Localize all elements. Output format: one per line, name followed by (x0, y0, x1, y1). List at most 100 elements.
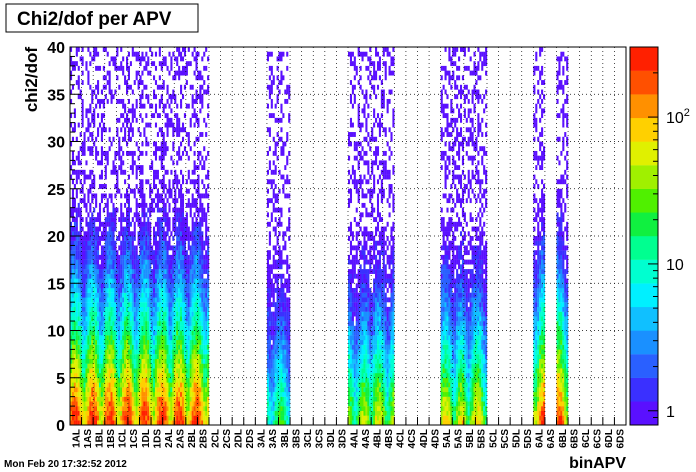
heatmap-cell (280, 321, 283, 326)
heatmap-cell (181, 174, 185, 180)
heatmap-cell (124, 420, 127, 426)
heatmap-cell (172, 297, 175, 303)
heatmap-cell (135, 103, 138, 109)
heatmap-cell (158, 269, 161, 274)
heatmap-cell (162, 146, 165, 152)
heatmap-cell (106, 406, 109, 411)
heatmap-cell (154, 368, 158, 374)
heatmap-cell (153, 391, 156, 397)
heatmap-cell (268, 89, 271, 95)
heatmap-cell (286, 65, 289, 71)
heatmap-cell (355, 325, 358, 331)
heatmap-cell (180, 264, 183, 270)
heatmap-cell (185, 306, 188, 312)
heatmap-cell (268, 146, 271, 152)
heatmap-cell (122, 368, 125, 374)
heatmap-cell (125, 117, 129, 123)
heatmap-cell (286, 406, 289, 411)
heatmap-cell (355, 302, 358, 308)
heatmap-cell (278, 420, 281, 426)
heatmap-cell (278, 287, 281, 293)
heatmap-cell (181, 368, 185, 374)
heatmap-cell (77, 207, 80, 213)
heatmap-cell (164, 141, 167, 147)
heatmap-cell (124, 136, 127, 142)
heatmap-cell (91, 193, 94, 199)
heatmap-cell (122, 311, 125, 317)
heatmap-cell (70, 221, 73, 227)
heatmap-cell (207, 311, 210, 317)
heatmap-cell (189, 401, 192, 407)
heatmap-cell (104, 358, 107, 364)
heatmap-cell (106, 377, 109, 383)
heatmap-cell (83, 306, 86, 312)
heatmap-cell (110, 349, 113, 355)
heatmap-cell (129, 150, 132, 156)
heatmap-cell (145, 335, 148, 341)
heatmap-cell (268, 396, 271, 402)
heatmap-cell (135, 368, 138, 374)
heatmap-cell (143, 221, 146, 227)
heatmap-cell (122, 387, 125, 393)
heatmap-cell (100, 236, 103, 241)
heatmap-cell (164, 184, 167, 189)
heatmap-cell (205, 250, 208, 256)
heatmap-cell (351, 264, 354, 270)
heatmap-cell (185, 264, 188, 270)
heatmap-cell (154, 316, 158, 322)
heatmap-cell (112, 396, 115, 402)
heatmap-cell (187, 236, 190, 241)
heatmap-cell (174, 415, 177, 421)
heatmap-cell (151, 358, 154, 364)
heatmap-cell (77, 387, 80, 393)
heatmap-cell (129, 387, 132, 393)
heatmap-cell (191, 231, 194, 237)
heatmap-cell (149, 396, 152, 402)
heatmap-cell (207, 56, 210, 62)
heatmap-cell (81, 363, 84, 369)
heatmap-cell (162, 377, 165, 383)
heatmap-cell (164, 311, 167, 317)
heatmap-cell (172, 344, 175, 350)
heatmap-cell (274, 368, 277, 374)
heatmap-cell (139, 391, 142, 397)
heatmap-cell (124, 330, 127, 336)
heatmap-cell (268, 335, 271, 341)
heatmap-cell (124, 335, 127, 341)
heatmap-cell (276, 354, 279, 360)
heatmap-cell (357, 316, 360, 322)
heatmap-cell (189, 292, 192, 298)
heatmap-cell (91, 212, 94, 218)
heatmap-cell (97, 98, 100, 104)
heatmap-cell (95, 387, 98, 393)
heatmap-cell (276, 259, 279, 265)
heatmap-cell (282, 184, 285, 189)
heatmap-cell (272, 406, 275, 411)
heatmap-cell (133, 321, 136, 326)
heatmap-cell (114, 330, 117, 336)
heatmap-cell (181, 65, 185, 71)
heatmap-cell (124, 387, 127, 393)
heatmap-cell (183, 396, 186, 402)
heatmap-cell (201, 283, 204, 289)
heatmap-cell (131, 217, 134, 222)
heatmap-cell (153, 344, 156, 350)
heatmap-cell (112, 420, 115, 426)
heatmap-cell (178, 226, 181, 232)
heatmap-cell (79, 349, 82, 355)
heatmap-cell (100, 306, 103, 312)
heatmap-cell (349, 259, 353, 265)
heatmap-cell (160, 335, 163, 341)
heatmap-cell (75, 287, 78, 293)
heatmap-cell (207, 207, 210, 213)
heatmap-cell (153, 306, 156, 312)
heatmap-cell (278, 330, 281, 336)
heatmap-cell (110, 273, 113, 279)
heatmap-cell (361, 349, 364, 355)
heatmap-cell (95, 226, 98, 232)
heatmap-cell (147, 335, 150, 341)
heatmap-cell (118, 311, 121, 317)
heatmap-cell (100, 297, 103, 303)
heatmap-cell (139, 61, 142, 67)
heatmap-cell (187, 136, 190, 142)
